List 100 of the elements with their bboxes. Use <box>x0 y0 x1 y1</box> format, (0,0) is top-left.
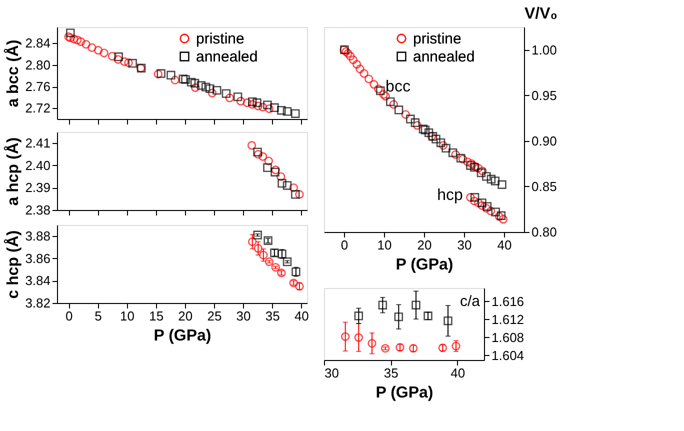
x-tick-label: 20 <box>417 238 432 252</box>
point <box>278 178 286 188</box>
point <box>263 163 272 172</box>
y-tick-label: 0.85 <box>532 178 557 194</box>
y-axis-title: c hcp (Å) <box>3 230 22 299</box>
x-tick-label: 15 <box>149 308 164 324</box>
point <box>482 172 491 181</box>
legend-label: pristine <box>196 30 244 48</box>
point <box>276 172 286 181</box>
y-tick-label: 2.39 <box>25 180 50 196</box>
point <box>242 98 252 108</box>
point <box>442 144 450 153</box>
point <box>264 156 273 166</box>
point <box>474 164 483 173</box>
legend-label: annealed <box>196 48 258 66</box>
legend-label: annealed <box>413 48 475 66</box>
y-tick-label: 1.616 <box>492 294 524 309</box>
point <box>128 58 137 68</box>
x-tick-label: 30 <box>236 308 251 324</box>
point <box>277 106 286 115</box>
y-axis-title: a bcc (Å) <box>3 40 22 108</box>
point <box>410 118 420 128</box>
point <box>478 198 486 208</box>
point <box>212 86 222 95</box>
x-tick-label: 40 <box>294 308 309 324</box>
x-tick-label: 10 <box>120 308 134 324</box>
point <box>259 250 268 260</box>
point <box>247 141 256 150</box>
point <box>248 100 257 109</box>
point <box>406 114 415 124</box>
x-tick-label: 30 <box>324 366 339 380</box>
point <box>270 248 279 258</box>
point <box>124 58 133 68</box>
y-tick-label: 3.84 <box>25 273 50 288</box>
x-tick-label: 35 <box>384 366 398 380</box>
point <box>389 100 398 109</box>
y-tick-label: 0.80 <box>532 224 557 240</box>
y-axis-title: a hcp (Å) <box>3 137 22 206</box>
point <box>66 28 75 38</box>
point <box>282 107 292 116</box>
point <box>258 102 268 112</box>
point <box>108 52 117 61</box>
point <box>88 43 96 52</box>
point <box>258 152 268 161</box>
point <box>196 81 206 90</box>
point <box>100 48 108 58</box>
point <box>412 121 422 130</box>
point <box>356 64 364 74</box>
y-axis-title: V/V₀ <box>524 6 558 22</box>
point <box>264 104 274 114</box>
point <box>253 230 262 240</box>
x-tick-label: 40 <box>497 238 512 252</box>
y-tick-label: 1.608 <box>492 330 524 345</box>
x-tick-label: 30 <box>457 238 472 252</box>
point <box>114 52 123 62</box>
point <box>295 190 304 199</box>
point <box>263 100 272 110</box>
point <box>271 262 280 272</box>
point <box>278 250 286 258</box>
point <box>254 150 263 159</box>
point <box>370 80 378 89</box>
point <box>420 126 430 134</box>
y-tick-label: 0.90 <box>532 133 557 148</box>
x-tick-label: 20 <box>178 308 193 324</box>
x-tick-label: 35 <box>265 308 280 324</box>
point <box>381 92 390 101</box>
point <box>463 157 472 166</box>
point <box>432 134 440 144</box>
x-tick-label: 0 <box>66 308 73 324</box>
x-tick-label: 5 <box>94 308 102 324</box>
x-axis-title: P (GPa) <box>154 328 212 344</box>
point <box>191 83 200 92</box>
y-tick-label: 3.86 <box>25 250 50 266</box>
point <box>282 257 292 266</box>
y-tick-label: 1.00 <box>532 42 557 58</box>
point <box>438 141 448 150</box>
point <box>76 37 86 46</box>
point <box>222 89 231 98</box>
point <box>474 198 483 208</box>
x-axis-title: P (GPa) <box>396 256 454 274</box>
annotation: bcc <box>386 78 410 96</box>
point <box>470 193 480 202</box>
point <box>170 76 180 84</box>
point <box>448 148 458 158</box>
point <box>201 82 210 92</box>
point <box>236 96 246 106</box>
point <box>394 106 404 114</box>
point <box>208 88 217 98</box>
y-tick-label: 3.88 <box>25 228 50 244</box>
point <box>470 196 479 206</box>
point <box>291 190 300 199</box>
point <box>270 103 279 112</box>
point <box>424 128 434 138</box>
y-tick-label: 2.76 <box>25 79 50 94</box>
point <box>233 92 242 102</box>
point <box>490 176 500 186</box>
point <box>364 74 374 84</box>
point <box>114 55 122 64</box>
point <box>352 60 362 69</box>
point <box>401 110 410 119</box>
